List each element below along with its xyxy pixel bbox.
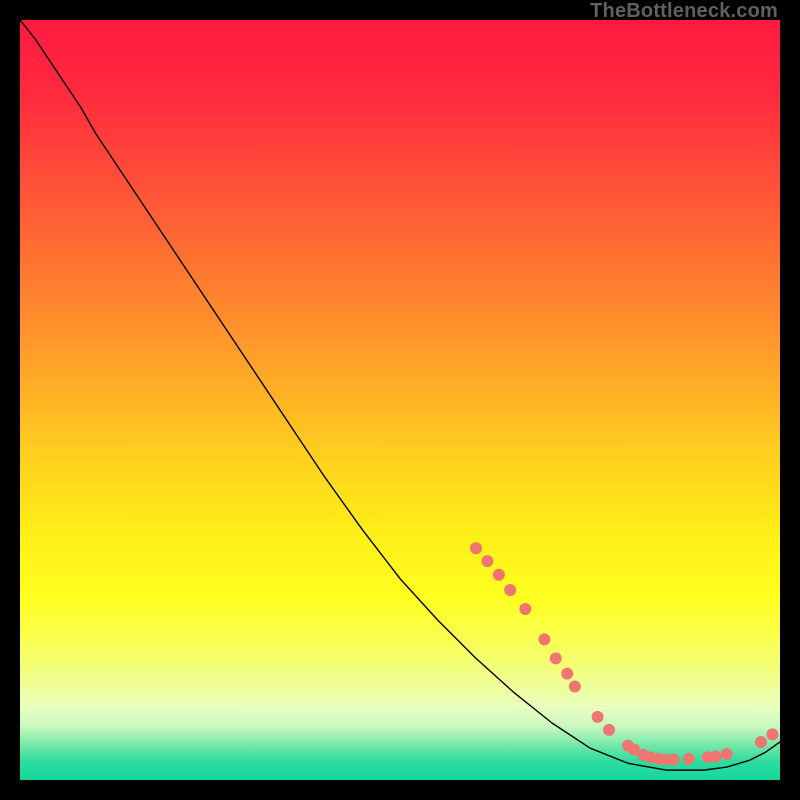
data-marker xyxy=(481,555,493,567)
watermark-text: TheBottleneck.com xyxy=(590,0,778,23)
data-marker xyxy=(683,753,695,765)
data-marker xyxy=(504,584,516,596)
chart-background xyxy=(20,20,780,780)
data-marker xyxy=(603,724,615,736)
data-marker xyxy=(709,750,721,762)
data-marker xyxy=(470,542,482,554)
data-marker xyxy=(592,711,604,723)
data-marker xyxy=(519,603,531,615)
data-marker xyxy=(550,652,562,664)
data-marker xyxy=(561,668,573,680)
data-marker xyxy=(721,748,733,760)
data-marker xyxy=(766,728,778,740)
chart-svg xyxy=(20,20,780,780)
data-marker xyxy=(755,736,767,748)
data-marker xyxy=(569,681,581,693)
data-marker xyxy=(538,633,550,645)
data-marker xyxy=(493,569,505,581)
data-marker xyxy=(668,753,680,765)
bottleneck-chart xyxy=(20,20,780,780)
